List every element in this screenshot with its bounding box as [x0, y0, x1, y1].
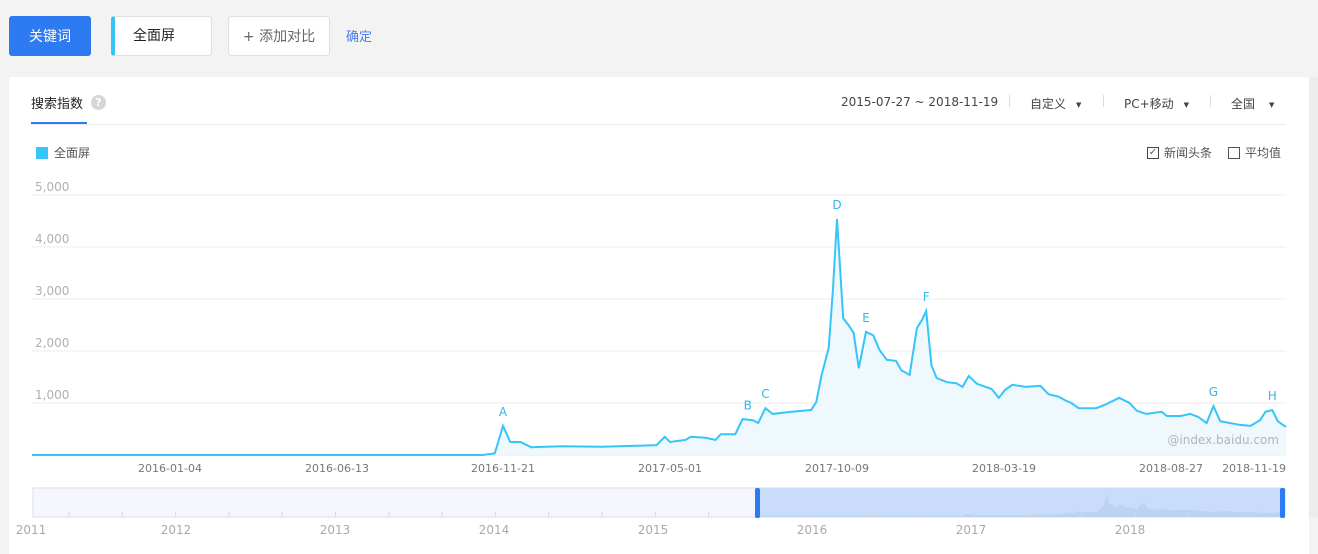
question-circle-icon[interactable]: ? [91, 95, 106, 110]
y-tick-label: 1,000 [35, 388, 69, 402]
device-select[interactable]: PC+移动 ▼ [1124, 95, 1189, 112]
tab-search-index[interactable]: 搜索指数 [31, 97, 84, 112]
checkbox-empty-icon [1228, 146, 1240, 159]
active-tab-indicator [31, 122, 87, 124]
index-panel [9, 77, 1309, 554]
x-tick-label: 2018-11-19 [1222, 462, 1286, 475]
series-line [32, 218, 1287, 456]
x-tick-label: 2018-08-27 [1139, 462, 1203, 475]
navigator-year-label: 2013 [320, 523, 351, 537]
keyword-input[interactable]: 全面屏 [111, 16, 212, 56]
checkmark-icon: ✓ [1147, 146, 1159, 159]
watermark: @index.baidu.com [1167, 433, 1279, 447]
navigator-year-label: 2018 [1115, 523, 1146, 537]
navigator-year-label: 2014 [479, 523, 510, 537]
confirm-link[interactable]: 确定 [346, 30, 373, 45]
period-select-value: 自定义 [1030, 97, 1067, 111]
x-tick-label: 2016-01-04 [138, 462, 202, 475]
region-select-value: 全国 [1231, 97, 1256, 111]
divider [1210, 95, 1211, 107]
add-compare-button[interactable]: + 添加对比 [228, 16, 330, 56]
news-checkbox[interactable]: ✓ 新闻头条 [1147, 144, 1212, 161]
x-tick-label: 2016-11-21 [471, 462, 535, 475]
date-range[interactable]: 2015-07-27 ~ 2018-11-19 [841, 95, 999, 109]
y-tick-label: 2,000 [35, 336, 69, 350]
series-area [32, 218, 1286, 455]
legend-swatch [36, 146, 48, 159]
news-checkbox-label: 新闻头条 [1164, 146, 1213, 160]
legend-label: 全面屏 [54, 146, 91, 160]
divider [1009, 95, 1010, 107]
caret-down-icon: ▼ [1076, 100, 1082, 109]
navigator-year-label: 2017 [956, 523, 987, 537]
navigator-year-label: 2012 [161, 523, 192, 537]
keyword-button[interactable]: 关键词 [9, 16, 91, 56]
x-tick-label: 2017-05-01 [638, 462, 702, 475]
navigator-handle-right[interactable] [1280, 488, 1285, 518]
caret-down-icon: ▼ [1183, 100, 1190, 109]
navigator-year-label: 2016 [797, 523, 828, 537]
device-select-value: PC+移动 [1124, 97, 1174, 111]
average-checkbox-label: 平均值 [1245, 146, 1282, 160]
annotation-g[interactable]: G [1209, 385, 1218, 399]
scrollbar[interactable] [1309, 77, 1318, 517]
annotation-c[interactable]: C [761, 387, 769, 401]
navigator-year-label: 2015 [638, 523, 669, 537]
x-tick-label: 2018-03-19 [972, 462, 1036, 475]
annotation-a[interactable]: A [499, 405, 508, 419]
y-tick-label: 5,000 [35, 180, 69, 194]
divider [1103, 95, 1104, 107]
region-select[interactable]: 全国 ▼ [1231, 95, 1274, 112]
x-tick-label: 2017-10-09 [805, 462, 869, 475]
annotation-f[interactable]: F [923, 290, 930, 304]
legend-item[interactable]: 全面屏 [36, 144, 90, 161]
average-checkbox[interactable]: 平均值 [1228, 144, 1281, 161]
caret-down-icon: ▼ [1269, 100, 1275, 109]
y-tick-label: 4,000 [35, 232, 69, 246]
divider [31, 124, 1286, 125]
y-tick-label: 3,000 [35, 284, 69, 298]
navigator-series [758, 494, 1283, 517]
navigator-handle-left[interactable] [755, 488, 760, 518]
navigator-year-label: 2011 [16, 523, 47, 537]
annotation-h[interactable]: H [1268, 389, 1277, 403]
annotation-d[interactable]: D [832, 198, 841, 212]
period-select[interactable]: 自定义 ▼ [1030, 95, 1081, 112]
annotation-b[interactable]: B [744, 399, 752, 413]
annotation-e[interactable]: E [862, 311, 870, 325]
x-tick-label: 2016-06-13 [305, 462, 369, 475]
